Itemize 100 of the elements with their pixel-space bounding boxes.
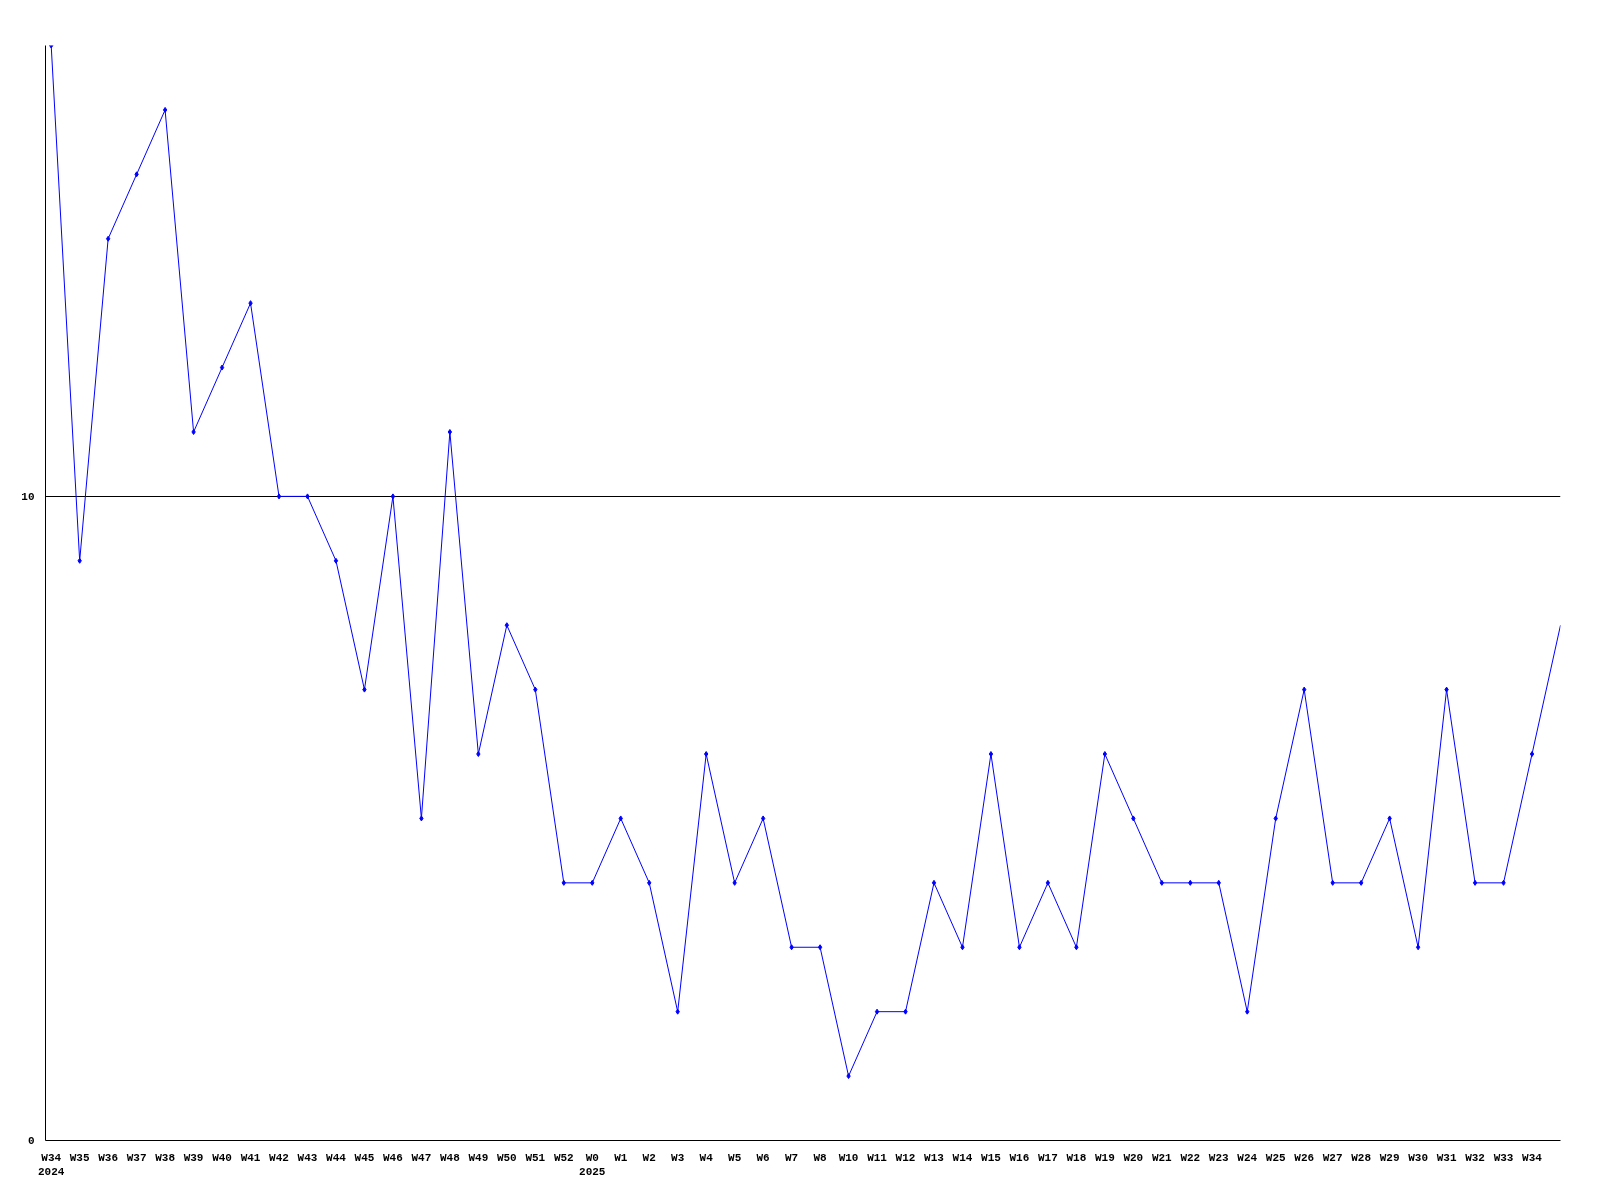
x-tick-label: W49 [468,1151,489,1164]
point [1330,879,1335,886]
point [618,815,623,822]
point [1415,944,1421,951]
x-tick-label: W26 [1294,1151,1315,1164]
x-tick-label: W44 [326,1151,347,1164]
point [419,815,424,822]
point [533,686,538,693]
x-tick-label: W1 [614,1151,628,1164]
x-tick-label: W17 [1038,1151,1058,1164]
x-tick-label: W43 [297,1151,318,1164]
x-tick-label: W19 [1094,1151,1115,1164]
point [276,493,282,500]
x-tick-label: W7 [785,1151,799,1164]
x-tick-label: W4 [699,1151,714,1164]
x-tick-label: W40 [212,1151,232,1164]
point [1045,879,1051,886]
point [789,944,794,951]
point [561,879,566,886]
point [732,879,737,886]
x-tick-label: W2 [642,1151,656,1164]
point [590,879,595,886]
point [105,235,111,242]
x-tick-label: W30 [1408,1151,1429,1164]
point [248,300,253,307]
y-tick-label: 10 [21,490,35,503]
x-tick-label: W13 [924,1151,945,1164]
point [1302,686,1307,693]
x-tick-label: W48 [439,1151,461,1164]
point [1131,815,1136,822]
point [931,879,937,886]
x-tick-label: W27 [1322,1151,1343,1164]
point [1501,879,1506,886]
x-tick-label: W34 2024 [37,1151,65,1178]
point [675,1008,680,1015]
x-tick-label: W15 [981,1151,1002,1164]
x-tick-label: W28 [1351,1151,1372,1164]
point [362,686,367,693]
x-tick-label: W0 2025 [579,1151,606,1178]
point [1529,751,1535,758]
x-tick-label: W14 [952,1151,973,1164]
x-tick-label: W23 [1208,1151,1230,1164]
point [988,751,994,758]
point [1074,944,1079,951]
x-tick-label: W24 [1237,1151,1258,1164]
x-tick-label: W37 [126,1151,147,1164]
point [1358,879,1364,886]
point [1245,1008,1250,1015]
x-tick-label: W31 [1436,1151,1457,1164]
x-tick-label: W41 [240,1151,261,1164]
point [1472,879,1478,886]
point [704,751,709,758]
x-tick-label: W34 [1522,1151,1543,1164]
point [1188,879,1193,886]
point [1102,751,1108,758]
x-tick-label: W18 [1066,1151,1087,1164]
point [647,879,652,886]
point [333,557,339,564]
x-tick-label: W51 [525,1151,546,1164]
x-tick-label: W42 [269,1151,289,1164]
x-tick-label: W10 [838,1151,859,1164]
point [134,171,139,178]
point [817,944,823,951]
point [1017,944,1022,951]
x-tick-label: W21 [1151,1151,1173,1164]
x-tick-label: W50 [496,1151,517,1164]
point [960,944,965,951]
x-tick-label: W5 [728,1151,742,1164]
point [504,622,509,629]
x-tick-label: W20 [1123,1151,1144,1164]
x-tick-label: W8 [813,1151,828,1164]
point [1159,879,1164,886]
point [191,428,196,435]
point [1444,686,1449,693]
x-tick-label: W32 [1465,1151,1485,1164]
point [476,751,481,758]
point [1273,815,1278,822]
x-tick-label: W16 [1009,1151,1030,1164]
point [760,815,766,822]
point [219,364,225,371]
x-tick-label: W11 [867,1151,888,1164]
point [903,1008,908,1015]
point [390,493,396,500]
x-tick-label: W22 [1180,1151,1201,1164]
y-tick-label: 0 [27,1135,35,1147]
x-tick-label: W52 [553,1151,574,1164]
point [1216,879,1221,886]
point [846,1073,851,1080]
point [77,557,82,564]
x-tick-label: W47 [411,1151,432,1164]
x-tick-label: W12 [895,1151,916,1164]
x-tick-label: W6 [756,1151,770,1164]
point [447,428,453,435]
x-tick-label: W33 [1493,1151,1514,1164]
x-tick-label: W3 [671,1151,685,1164]
point [305,493,310,500]
x-tick-label: W25 [1265,1151,1287,1164]
x-tick-label: W38 [155,1151,176,1164]
point [874,1008,880,1015]
x-tick-label: W36 [98,1151,119,1164]
